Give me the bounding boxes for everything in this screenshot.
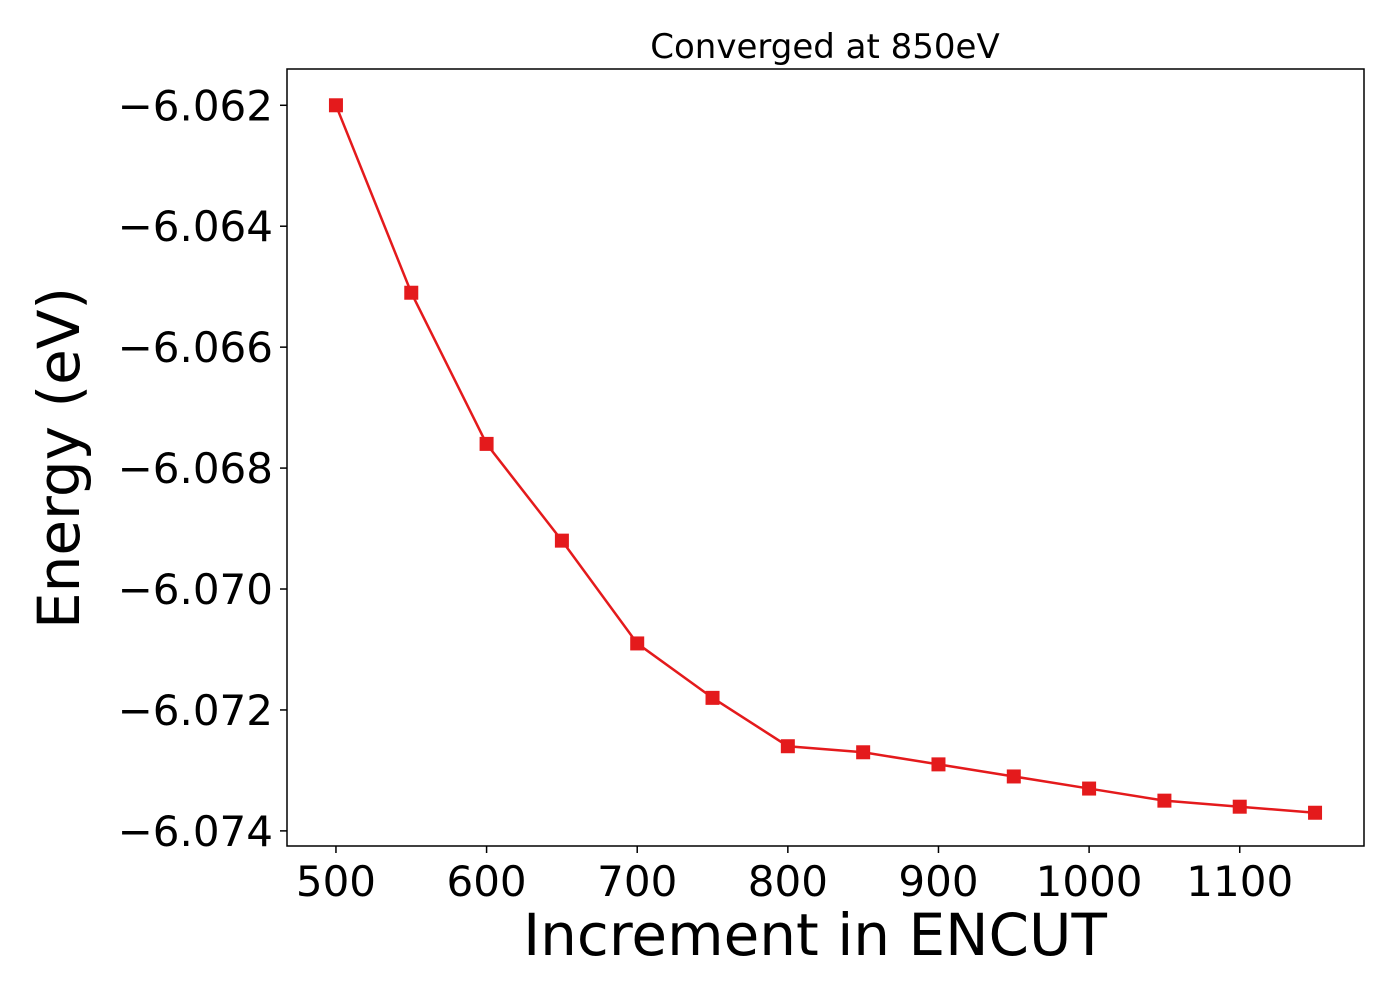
data-point bbox=[931, 757, 946, 772]
y-tick-label: −6.066 bbox=[118, 323, 273, 372]
x-tick-label: 700 bbox=[597, 857, 677, 906]
data-point bbox=[630, 636, 645, 651]
y-tick-label: −6.064 bbox=[118, 202, 273, 251]
x-axis-label: Increment in ENCUT bbox=[523, 901, 1107, 969]
data-point bbox=[1006, 769, 1021, 784]
y-tick-label: −6.068 bbox=[118, 444, 273, 493]
y-axis-label: Energy (eV) bbox=[25, 287, 93, 629]
x-tick-label: 800 bbox=[748, 857, 828, 906]
series-layer bbox=[328, 98, 1323, 820]
data-point bbox=[1308, 805, 1323, 820]
y-tick-label: −6.074 bbox=[118, 807, 273, 856]
data-point bbox=[328, 98, 343, 113]
y-tick-label: −6.062 bbox=[118, 81, 273, 130]
y-axis: −6.062 −6.064 −6.066 −6.068 −6.070 −6.072 −6.0… bbox=[118, 81, 287, 856]
data-point bbox=[554, 533, 569, 548]
x-tick-label: 1000 bbox=[1036, 857, 1143, 906]
x-tick-label: 600 bbox=[446, 857, 526, 906]
x-axis: 500 600 700 800 900 1000 1100 bbox=[296, 846, 1293, 906]
x-tick-label: 900 bbox=[898, 857, 978, 906]
data-point bbox=[705, 690, 720, 705]
y-tick-label: −6.070 bbox=[118, 565, 273, 614]
data-point bbox=[1082, 781, 1097, 796]
series-line bbox=[334, 104, 1316, 814]
plot-area-frame bbox=[286, 68, 1365, 847]
data-point bbox=[780, 739, 795, 754]
data-point bbox=[1157, 793, 1172, 808]
data-point bbox=[1232, 799, 1247, 814]
x-tick-label: 500 bbox=[296, 857, 376, 906]
x-tick-label: 1100 bbox=[1186, 857, 1293, 906]
chart-title: Converged at 850eV bbox=[650, 27, 999, 67]
data-point bbox=[856, 745, 871, 760]
data-point bbox=[404, 285, 419, 300]
data-point bbox=[479, 436, 494, 451]
y-tick-label: −6.072 bbox=[118, 686, 273, 735]
